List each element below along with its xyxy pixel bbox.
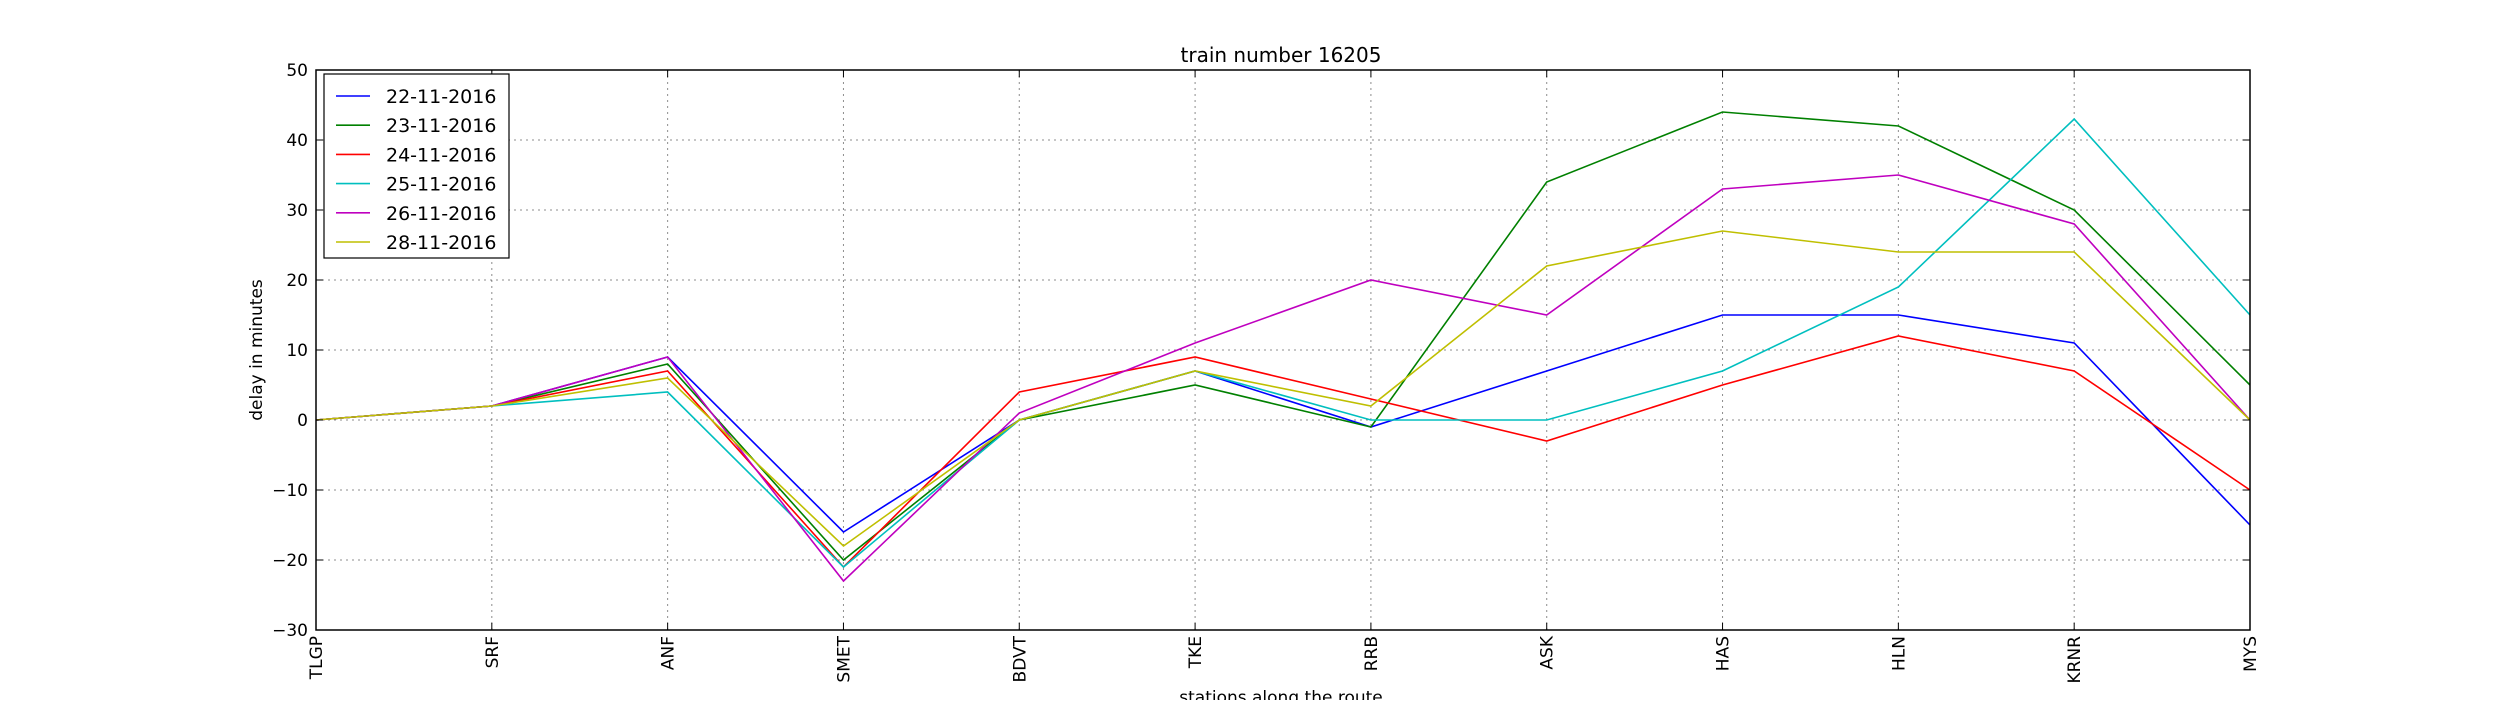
x-tick-label: MYS	[2241, 636, 2261, 672]
legend: 22-11-2016 23-11-2016 24-11-2016 25-11-2016…	[323, 73, 510, 259]
grid	[316, 70, 2250, 630]
x-tick-label: TKE	[1186, 636, 1206, 669]
y-tick-label: 10	[286, 341, 308, 361]
x-tick-label: RRB	[1362, 636, 1382, 671]
x-axis: TLGP SRF ANF SMET BDVT TKE RRB ASK HAS HLN KRNR MYS	[307, 70, 2261, 684]
series-line-24-11-2016	[315, 335, 2251, 569]
y-axis: −30 −20 −10 0 10 20 30 40 50	[272, 61, 2250, 641]
y-tick-label: −30	[272, 621, 308, 641]
series-line-28-11-2016	[315, 230, 2251, 548]
legend-label: 25-11-2016	[386, 174, 496, 196]
x-tick-label: ANF	[659, 636, 679, 670]
series-line-26-11-2016	[315, 174, 2251, 583]
y-tick-label: 40	[286, 131, 308, 151]
legend-label: 24-11-2016	[386, 144, 496, 166]
x-tick-label: SMET	[834, 635, 854, 682]
y-tick-label: −20	[272, 551, 308, 571]
legend-label: 22-11-2016	[386, 86, 496, 108]
x-tick-label: HLN	[1889, 636, 1909, 671]
series-line-25-11-2016	[315, 117, 2251, 569]
chart-title: train number 16205	[1181, 43, 1382, 67]
x-tick-label: SRF	[483, 636, 503, 668]
x-tick-label: KRNR	[2065, 636, 2085, 684]
y-axis-label: delay in minutes	[247, 279, 267, 421]
y-tick-label: 0	[297, 411, 308, 431]
y-tick-label: 50	[286, 61, 308, 81]
legend-label: 28-11-2016	[386, 232, 496, 254]
x-tick-label: ASK	[1538, 635, 1558, 669]
legend-box	[323, 73, 510, 259]
y-tick-label: 20	[286, 271, 308, 291]
series-line-23-11-2016	[315, 111, 2251, 562]
x-tick-label: BDVT	[1010, 635, 1030, 682]
y-tick-label: −10	[272, 481, 308, 501]
y-tick-label: 30	[286, 201, 308, 221]
series-lines	[315, 111, 2251, 583]
legend-label: 23-11-2016	[386, 115, 496, 137]
x-axis-label: stations along the route	[1179, 688, 1383, 700]
x-tick-label: TLGP	[307, 636, 327, 680]
x-tick-label: HAS	[1714, 636, 1734, 671]
legend-label: 26-11-2016	[386, 203, 496, 225]
